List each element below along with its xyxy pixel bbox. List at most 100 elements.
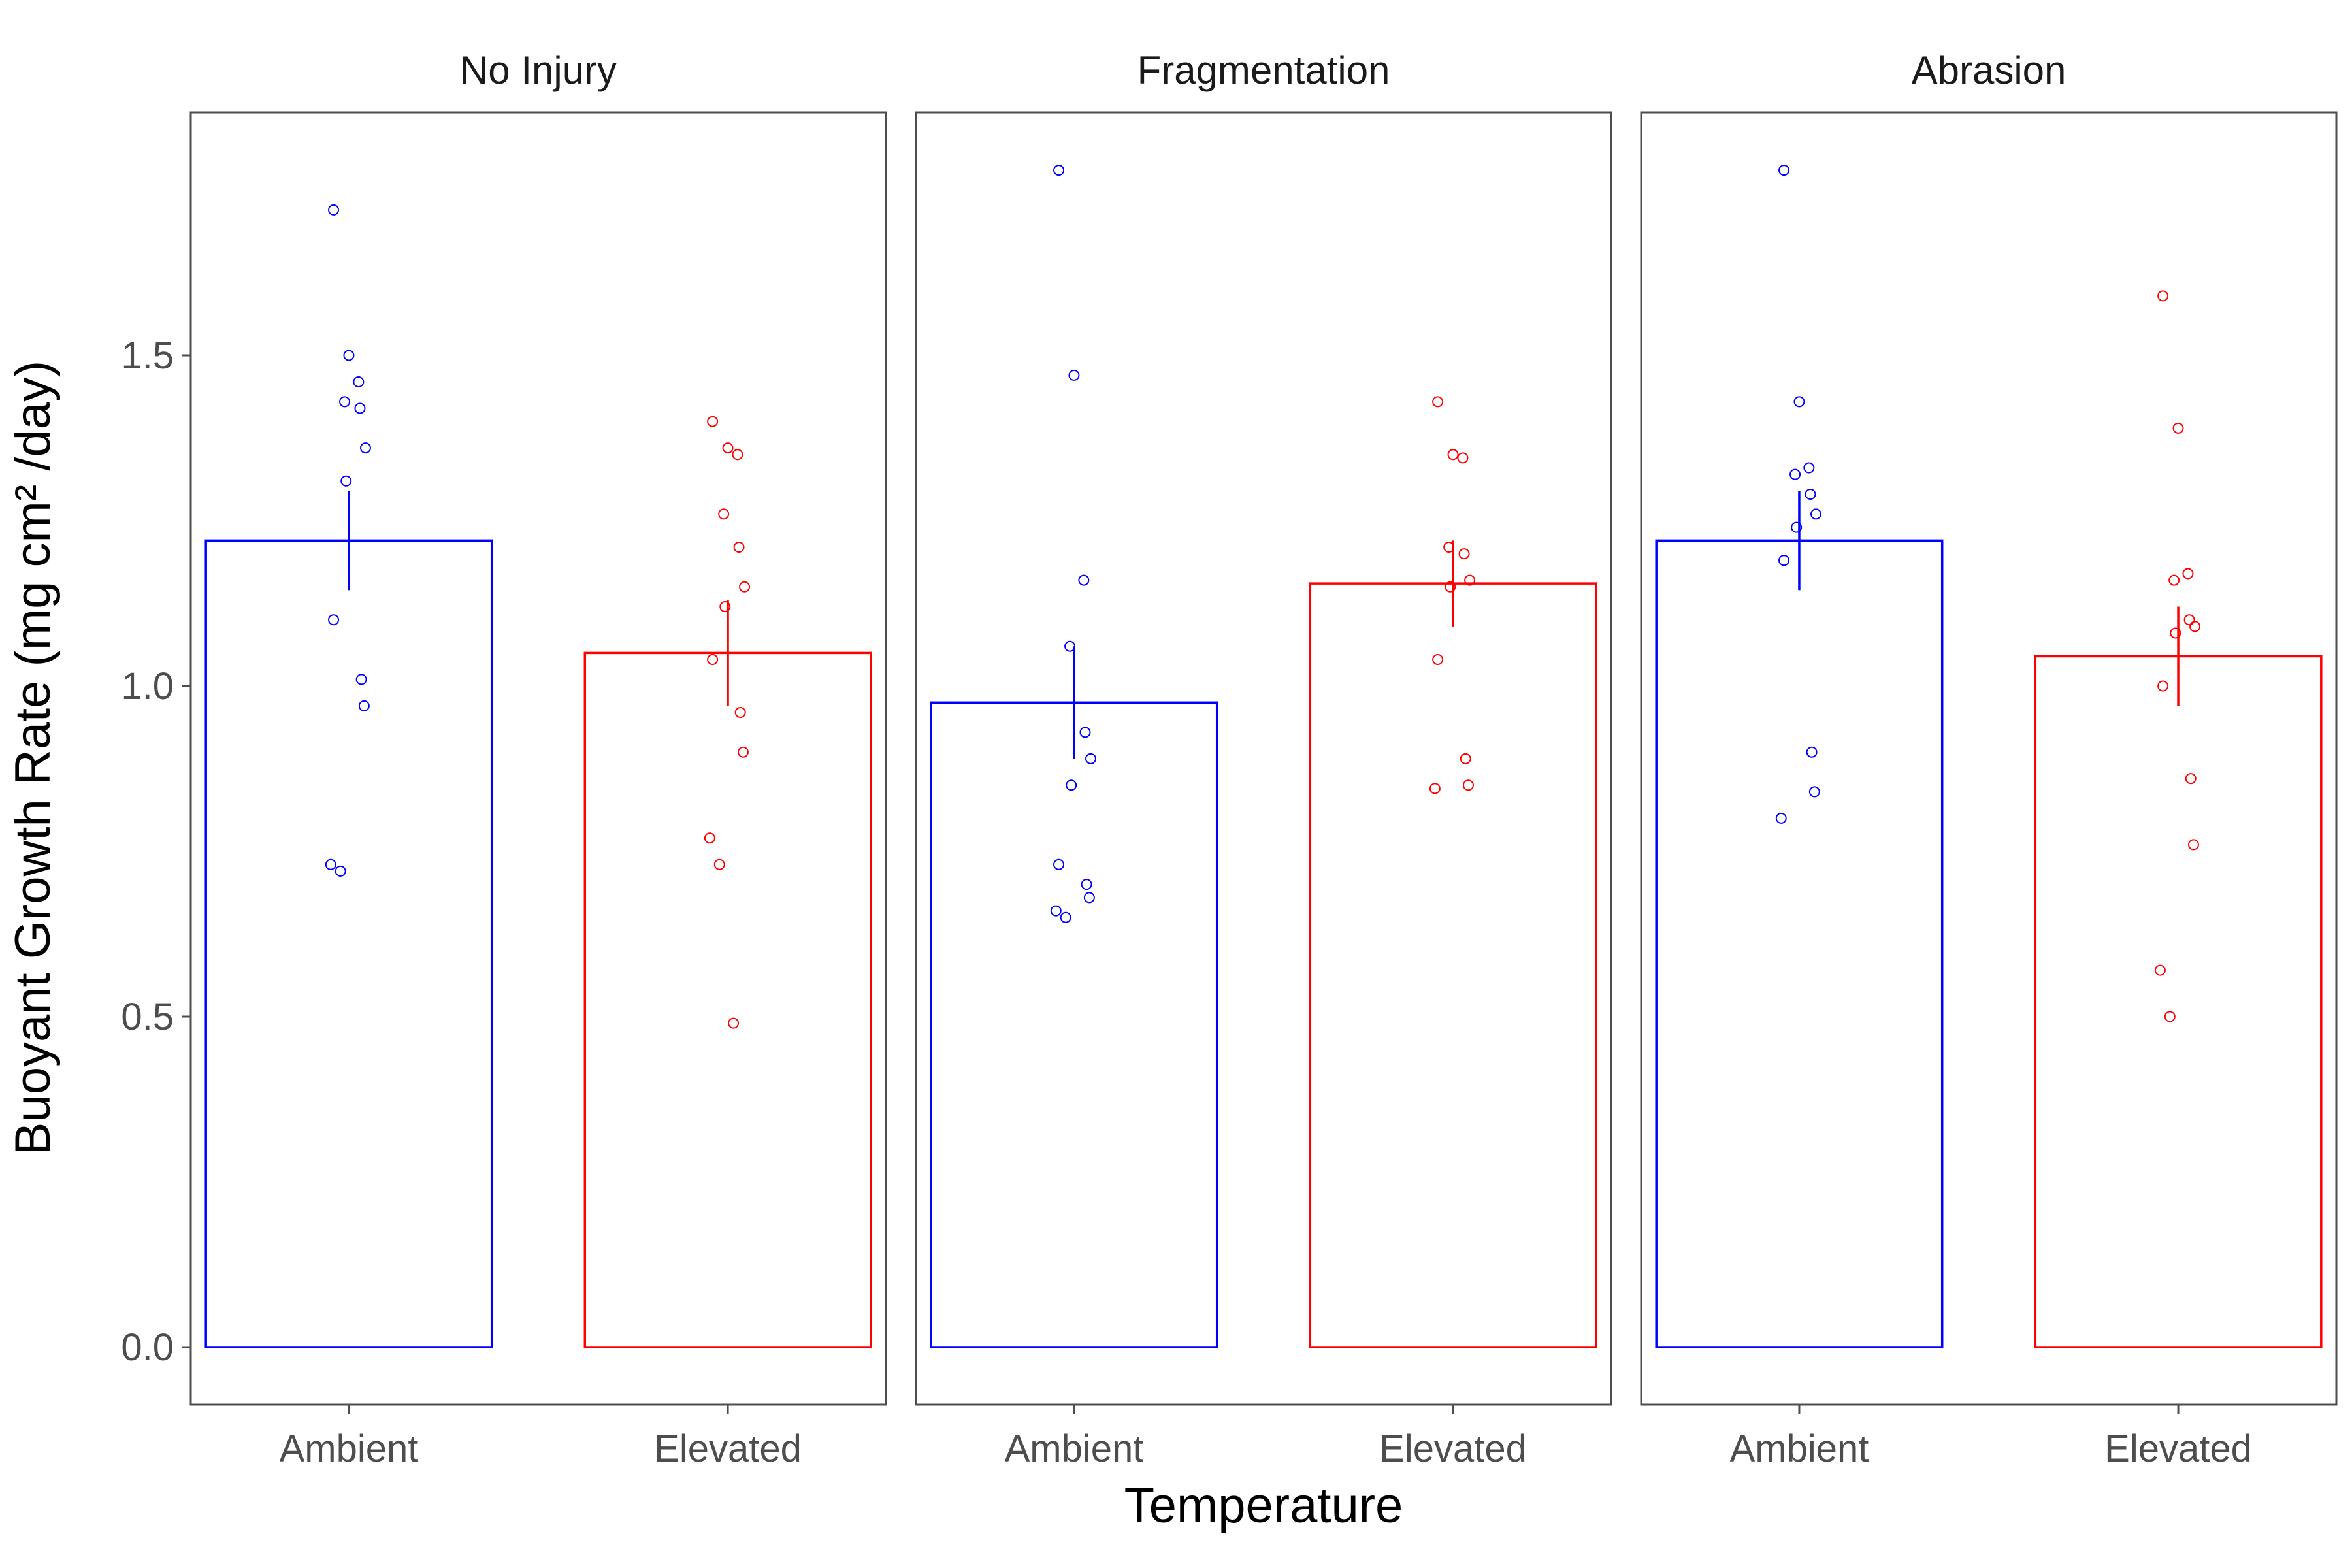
data-point [325, 858, 336, 870]
data-point [1081, 879, 1092, 890]
data-point [1050, 905, 1062, 917]
panel-title: Fragmentation [1137, 48, 1390, 92]
panel-fragmentation: Fragmentation Ambient Elevated [915, 48, 1612, 1470]
data-point [1810, 508, 1821, 520]
x-tick-label: Elevated [654, 1428, 802, 1470]
data-point [1066, 779, 1077, 791]
data-point [704, 832, 715, 844]
data-point [2172, 422, 2184, 434]
data-point [1789, 468, 1801, 480]
data-point [1068, 369, 1080, 381]
data-point [2183, 614, 2195, 626]
data-point [2157, 680, 2169, 692]
data-point [1460, 753, 1471, 764]
data-point [1457, 452, 1469, 464]
data-point [713, 858, 725, 870]
data-point [358, 700, 370, 711]
data-point [719, 601, 731, 613]
x-tick-label: Ambient [280, 1428, 419, 1470]
data-point [1458, 548, 1470, 560]
data-point [1078, 574, 1090, 586]
x-tick-label: Elevated [1379, 1428, 1527, 1470]
bar-elevated [2034, 655, 2323, 1348]
y-axis-title: Buoyant Growth Rate (mg cm² /day) [5, 361, 61, 1155]
data-point [722, 442, 734, 454]
data-point [1775, 812, 1787, 824]
data-point [339, 396, 351, 408]
panel-border [1640, 111, 2338, 1406]
data-point [1806, 746, 1818, 758]
data-point [328, 204, 340, 216]
data-point [1053, 165, 1065, 176]
data-point [1803, 462, 1815, 474]
data-point [355, 674, 367, 685]
y-tick-label: 1.0 [121, 665, 174, 708]
data-point [728, 1017, 740, 1029]
panel-title: No Injury [460, 48, 617, 92]
data-point [2168, 574, 2180, 586]
x-tick-label: Elevated [2104, 1428, 2252, 1470]
y-tick-label: 0.0 [121, 1326, 174, 1369]
data-point [2189, 621, 2201, 632]
data-point [1793, 396, 1805, 408]
bar-ambient [1655, 539, 1944, 1348]
data-point [707, 654, 719, 666]
data-point [1083, 892, 1095, 904]
data-point [1079, 727, 1091, 738]
data-point [1805, 489, 1816, 500]
data-point [1791, 521, 1803, 533]
data-point [1432, 654, 1444, 666]
data-point [2182, 568, 2194, 580]
data-point [1778, 165, 1790, 176]
y-axis: 0.0 0.5 1.0 1.5 [121, 335, 191, 1369]
panel-border [189, 111, 887, 1406]
data-point [2157, 290, 2169, 302]
data-point [1445, 581, 1456, 593]
data-point [343, 350, 355, 361]
data-point [732, 449, 743, 461]
data-point [2185, 773, 2197, 785]
x-tick-label: Ambient [1005, 1428, 1144, 1470]
data-point [734, 706, 746, 718]
bar-elevated [1309, 582, 1597, 1348]
data-point [1064, 640, 1076, 652]
data-point [359, 442, 371, 454]
data-point [340, 475, 352, 487]
data-point [707, 416, 719, 427]
bar-ambient [204, 539, 493, 1348]
data-point [354, 402, 366, 414]
panel-border [915, 111, 1612, 1406]
data-point [2187, 839, 2199, 851]
data-point [2164, 1011, 2176, 1022]
bar-elevated [583, 651, 872, 1348]
x-tick-label: Ambient [1730, 1428, 1869, 1470]
data-point [1462, 779, 1474, 791]
data-point [737, 746, 749, 758]
data-point [328, 614, 340, 626]
data-point [718, 508, 730, 520]
data-point [739, 581, 751, 593]
data-point [353, 376, 365, 387]
data-point [1808, 786, 1820, 798]
y-tick-label: 0.5 [121, 996, 174, 1038]
y-tick-label: 1.5 [121, 335, 174, 377]
data-point [1447, 449, 1459, 461]
data-point [1060, 911, 1071, 923]
data-point [1432, 396, 1444, 408]
data-point [1464, 574, 1476, 586]
data-point [2170, 627, 2181, 639]
x-axis-title: Temperature [1124, 1478, 1403, 1533]
data-point [1085, 753, 1096, 764]
panels-layer: No Injury Ambient Elevated Fragmentation Amb… [189, 48, 2338, 1470]
data-point [2154, 964, 2166, 976]
panel-abrasion: Abrasion Ambient Elevated [1640, 48, 2338, 1470]
data-point [1053, 858, 1065, 870]
data-point [1429, 783, 1441, 794]
panel-no-injury: No Injury Ambient Elevated [189, 48, 887, 1470]
data-point [1778, 555, 1790, 566]
bar-ambient [930, 701, 1218, 1348]
data-point [1443, 541, 1455, 553]
data-point [733, 541, 745, 553]
data-point [335, 865, 346, 877]
